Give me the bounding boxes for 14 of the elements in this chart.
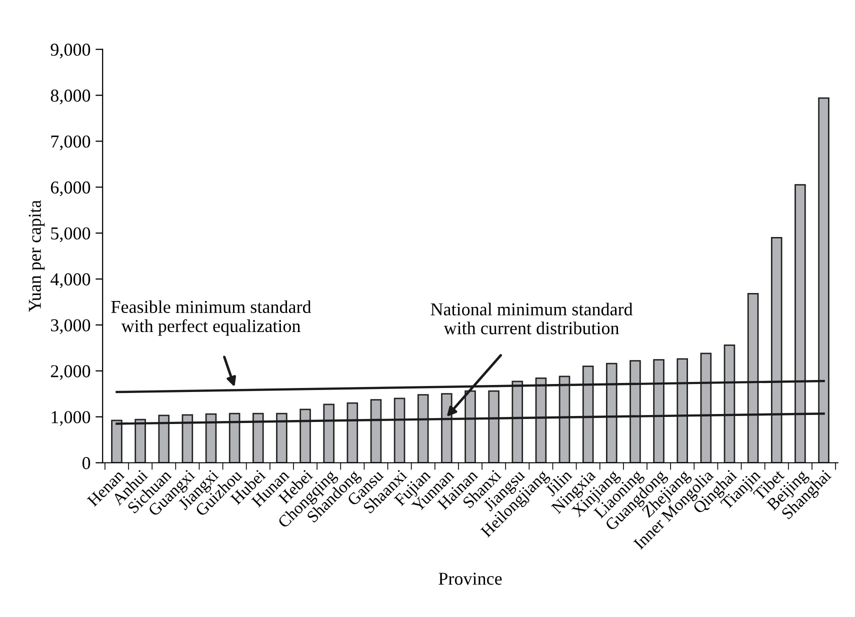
y-tick-label: 4,000 <box>50 273 90 288</box>
y-tick-label: 5,000 <box>51 227 90 242</box>
annotation: National minimum standard with current distribution <box>430 302 633 334</box>
y-tick-label: 6,000 <box>50 181 90 196</box>
y-tick-label: 8,000 <box>50 90 90 104</box>
annotation: Feasible minimum standard with perfect equalization <box>111 300 312 336</box>
x-axis-title: Province <box>438 572 502 585</box>
y-axis-title: Yuan per capita <box>28 200 45 312</box>
y-tick-label: 1,000 <box>52 411 90 426</box>
y-tick-label: 9,000 <box>50 44 90 58</box>
y-tick-label: 3,000 <box>51 319 90 334</box>
y-tick-label: 2,000 <box>50 365 90 380</box>
y-tick-label: 0 <box>82 457 90 470</box>
y-tick-label: 7,000 <box>51 135 90 150</box>
